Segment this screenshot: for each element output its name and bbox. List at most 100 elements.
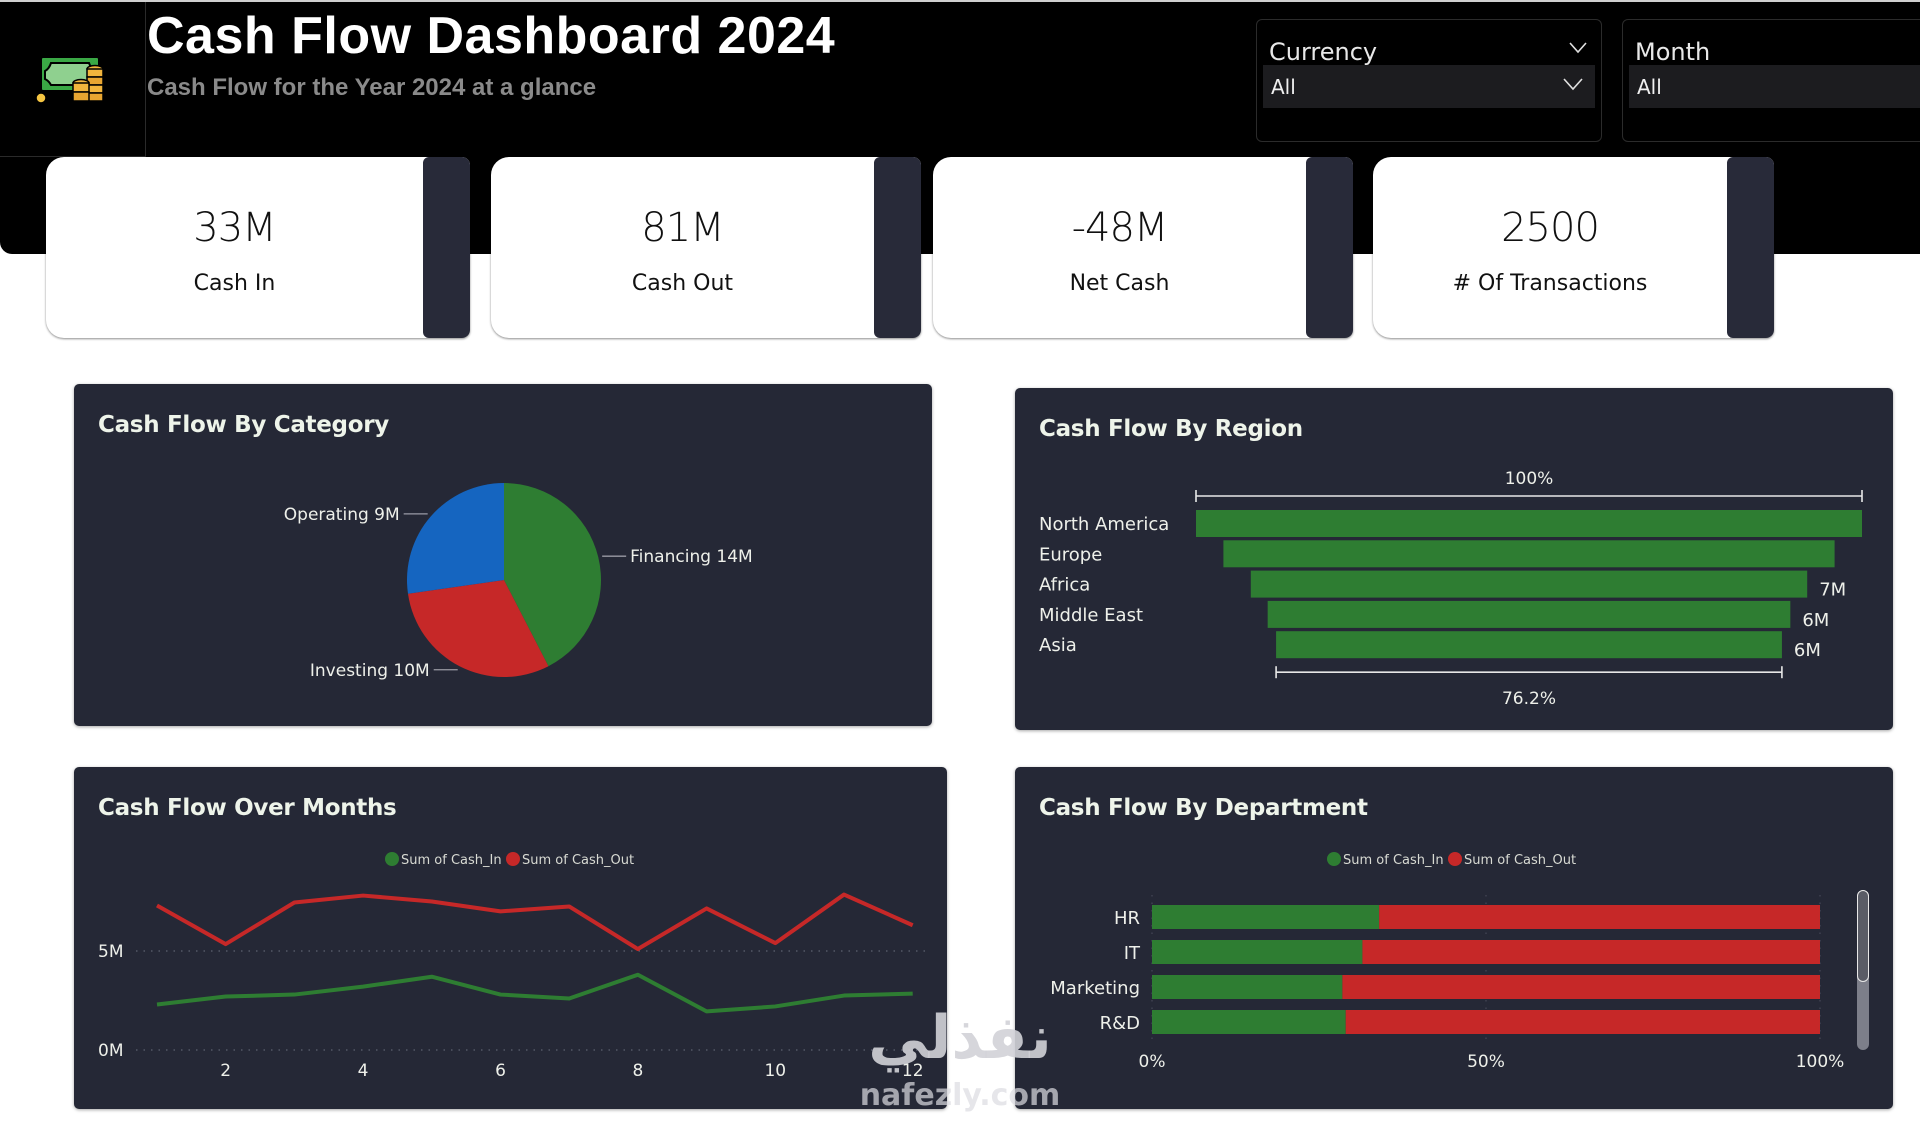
month-slicer: Month All bbox=[1622, 19, 1920, 142]
chart-legend: Sum of Cash_In Sum of Cash_Out bbox=[385, 852, 634, 868]
kpi-card-net-cash: -48M Net Cash bbox=[933, 157, 1353, 338]
months-chart-panel: Cash Flow Over Months Sum of Cash_In Sum … bbox=[74, 767, 947, 1109]
kpi-accent-strip bbox=[874, 157, 921, 338]
chart-title: Cash Flow By Department bbox=[1039, 795, 1368, 821]
kpi-label: Net Cash bbox=[1069, 271, 1170, 296]
funnel-bar-asia bbox=[1276, 631, 1782, 659]
money-bill-coins-icon bbox=[34, 56, 104, 104]
x-tick-label: 4 bbox=[358, 1061, 369, 1081]
x-tick-label: 2 bbox=[220, 1061, 231, 1081]
months-line-chart: Sum of Cash_In Sum of Cash_Out 0M 5M 2 4 6 8 10 1… bbox=[98, 852, 929, 1081]
x-tick-label: 100% bbox=[1796, 1052, 1845, 1072]
kpi-value: 33M bbox=[193, 205, 276, 251]
chevron-down-icon bbox=[1563, 78, 1583, 91]
kpi-accent-strip bbox=[1306, 157, 1353, 338]
funnel-bar-middle-east bbox=[1267, 600, 1791, 628]
kpi-label: Cash In bbox=[193, 271, 276, 296]
series-line-sum-of-cash_out bbox=[156, 892, 914, 952]
funnel-data-label: 6M bbox=[1794, 640, 1821, 661]
legend-marker bbox=[1448, 852, 1462, 866]
pie-data-label: Investing 10M bbox=[310, 661, 430, 681]
x-tick-label: 10 bbox=[764, 1061, 786, 1081]
bar-segment-hr-cash-in bbox=[1152, 905, 1380, 929]
top-border bbox=[0, 0, 1920, 2]
x-tick-label: 12 bbox=[902, 1061, 924, 1081]
currency-dropdown[interactable]: All bbox=[1263, 65, 1595, 108]
kpi-accent-strip bbox=[1727, 157, 1774, 338]
chart-title: Cash Flow By Category bbox=[98, 412, 389, 438]
bar-segment-marketing-cash-out bbox=[1342, 975, 1820, 999]
pie-slice-investing bbox=[407, 580, 549, 677]
chart-title: Cash Flow Over Months bbox=[98, 795, 397, 821]
category-label: R&D bbox=[1100, 1013, 1140, 1034]
pie-data-label: Operating 9M bbox=[284, 505, 400, 525]
page-title: Cash Flow Dashboard 2024 bbox=[147, 7, 836, 65]
funnel-bottom-label: 76.2% bbox=[1502, 689, 1556, 709]
funnel-category-label: Asia bbox=[1039, 635, 1077, 656]
funnel-data-label: 6M bbox=[1802, 610, 1829, 631]
bar-segment-it-cash-out bbox=[1362, 940, 1820, 964]
logo bbox=[0, 2, 146, 157]
kpi-card-cash-out: 81M Cash Out bbox=[491, 157, 921, 338]
scrollbar-thumb[interactable] bbox=[1857, 890, 1869, 982]
category-label: IT bbox=[1124, 943, 1141, 964]
funnel-data-label: 7M bbox=[1819, 580, 1846, 601]
department-chart-panel: Cash Flow By Department Sum of Cash_In Su… bbox=[1015, 767, 1893, 1109]
currency-slicer: Currency All bbox=[1256, 19, 1602, 142]
funnel-bar-africa bbox=[1250, 570, 1808, 598]
legend-marker bbox=[1327, 852, 1341, 866]
category-pie-chart: Financing 14M Investing 10M Operating 9M bbox=[284, 483, 753, 681]
kpi-card-transactions: 2500 # Of Transactions bbox=[1373, 157, 1774, 338]
funnel-top-label: 100% bbox=[1505, 469, 1554, 489]
legend-label: Sum of Cash_In bbox=[1343, 853, 1444, 868]
legend-marker bbox=[506, 852, 520, 866]
kpi-label: Cash Out bbox=[631, 271, 734, 296]
currency-slicer-label: Currency bbox=[1269, 38, 1378, 66]
kpi-accent-strip bbox=[423, 157, 470, 338]
month-slicer-label: Month bbox=[1635, 38, 1711, 66]
currency-dropdown-value: All bbox=[1271, 75, 1296, 99]
scrollbar-track[interactable] bbox=[1857, 890, 1869, 1050]
funnel-category-label: Middle East bbox=[1039, 605, 1143, 626]
pie-data-label: Financing 14M bbox=[630, 547, 753, 567]
page-subtitle: Cash Flow for the Year 2024 at a glance bbox=[147, 74, 597, 101]
legend-label: Sum of Cash_Out bbox=[1464, 853, 1576, 868]
y-tick-label: 5M bbox=[98, 942, 123, 962]
legend-marker bbox=[385, 852, 399, 866]
month-dropdown[interactable]: All bbox=[1629, 65, 1920, 108]
bar-segment-hr-cash-out bbox=[1379, 905, 1820, 929]
bar-segment-it-cash-in bbox=[1152, 940, 1363, 964]
category-label: Marketing bbox=[1050, 978, 1140, 999]
department-bar-chart: Sum of Cash_In Sum of Cash_Out 0% 50% 100% HR… bbox=[1050, 852, 1845, 1072]
kpi-value: 2500 bbox=[1501, 205, 1600, 251]
kpi-value: -48M bbox=[1071, 205, 1169, 251]
series-line-sum-of-cash_in bbox=[156, 972, 913, 1014]
kpi-value: 81M bbox=[641, 205, 724, 251]
x-tick-label: 50% bbox=[1467, 1052, 1505, 1072]
x-tick-label: 6 bbox=[495, 1061, 506, 1081]
chevron-down-icon[interactable] bbox=[1569, 42, 1587, 54]
chart-legend: Sum of Cash_In Sum of Cash_Out bbox=[1327, 852, 1576, 868]
funnel-bar-north-america bbox=[1196, 510, 1862, 537]
x-tick-label: 0% bbox=[1139, 1052, 1166, 1072]
y-tick-label: 0M bbox=[98, 1041, 123, 1061]
region-funnel-chart: 100% North America Europe Africa 7M Middle Ea… bbox=[1039, 469, 1863, 709]
month-dropdown-value: All bbox=[1637, 75, 1662, 99]
funnel-category-label: Europe bbox=[1039, 544, 1102, 565]
kpi-label: # Of Transactions bbox=[1452, 271, 1648, 296]
funnel-category-label: North America bbox=[1039, 514, 1169, 535]
legend-label: Sum of Cash_Out bbox=[522, 853, 634, 868]
chart-title: Cash Flow By Region bbox=[1039, 416, 1303, 442]
region-chart-panel: Cash Flow By Region 100% North America Eur… bbox=[1015, 388, 1893, 730]
category-chart-panel: Cash Flow By Category Financing 14M Inves… bbox=[74, 384, 932, 726]
funnel-category-label: Africa bbox=[1039, 575, 1090, 596]
funnel-bar-europe bbox=[1223, 540, 1835, 568]
category-label: HR bbox=[1114, 908, 1140, 929]
x-tick-label: 8 bbox=[632, 1061, 643, 1081]
bar-segment-rd-cash-out bbox=[1345, 1010, 1820, 1034]
bar-segment-marketing-cash-in bbox=[1152, 975, 1343, 999]
kpi-card-cash-in: 33M Cash In bbox=[46, 157, 470, 338]
pie-slice-financing bbox=[504, 483, 601, 667]
legend-label: Sum of Cash_In bbox=[401, 853, 502, 868]
pie-slice-operating bbox=[407, 483, 504, 594]
